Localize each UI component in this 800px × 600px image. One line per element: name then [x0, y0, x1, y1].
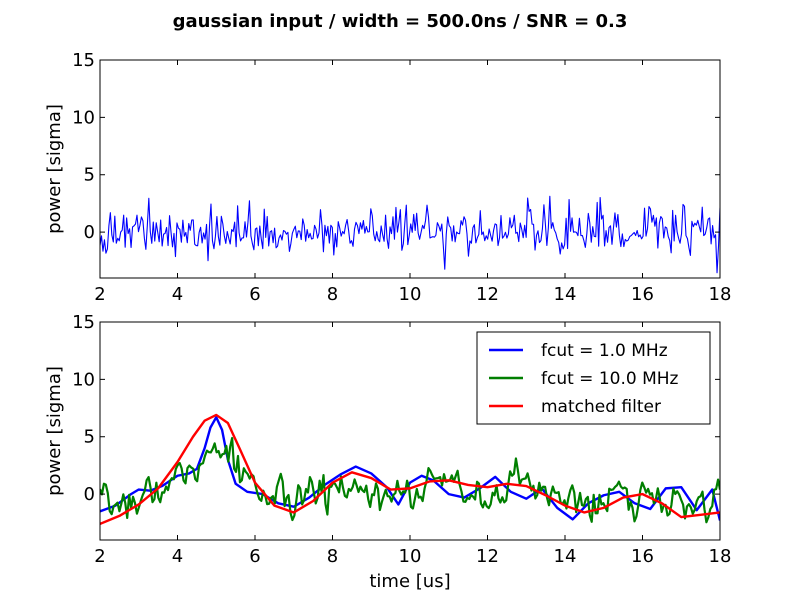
x-tick-label: 4 — [172, 546, 183, 567]
y-tick-label: 5 — [84, 427, 95, 448]
x-tick-label: 2 — [94, 546, 105, 567]
y-tick-label: 0 — [84, 222, 95, 243]
x-tick-label: 10 — [399, 546, 422, 567]
x-tick-label: 8 — [327, 546, 338, 567]
y-axis-label: power [sigma] — [44, 104, 65, 234]
x-tick-label: 8 — [327, 284, 338, 305]
x-tick-label: 18 — [709, 546, 732, 567]
y-tick-label: 15 — [72, 50, 95, 71]
plot-area — [100, 195, 720, 274]
y-axis-label: power [sigma] — [44, 366, 65, 496]
series-line-fcut-10-0-mhz — [100, 436, 720, 524]
legend-label: fcut = 1.0 MHz — [541, 341, 668, 361]
x-tick-label: 4 — [172, 284, 183, 305]
x-tick-label: 12 — [476, 284, 499, 305]
series-line-matched-filter — [100, 413, 720, 526]
x-tick-label: 10 — [399, 284, 422, 305]
figure-title: gaussian input / width = 500.0ns / SNR =… — [173, 11, 628, 32]
y-tick-label: 10 — [72, 369, 95, 390]
y-tick-label: 5 — [84, 165, 95, 186]
x-tick-label: 14 — [554, 284, 577, 305]
series-line-fcut-1-0-mhz — [100, 416, 720, 521]
y-tick-label: 15 — [72, 312, 95, 333]
y-tick-label: 10 — [72, 107, 95, 128]
axes-frame — [99, 59, 721, 279]
x-tick-label: 18 — [709, 284, 732, 305]
legend-label: matched filter — [541, 397, 661, 417]
top-plot: 2 4 6 8 10 12 14 16 18 0 5 10 15 power [sigma] — [44, 50, 731, 305]
series-line-signal — [100, 195, 720, 274]
x-tick-label: 6 — [249, 284, 260, 305]
x-tick-label: 2 — [94, 284, 105, 305]
x-tick-label: 16 — [631, 546, 654, 567]
plot-area — [100, 413, 720, 526]
x-tick-label: 12 — [476, 546, 499, 567]
x-tick-label: 16 — [631, 284, 654, 305]
x-axis-label: time [us] — [369, 571, 450, 592]
x-tick-label: 14 — [554, 546, 577, 567]
bottom-plot: 2 4 6 8 10 12 14 16 18 0 5 10 15 power [sigma] time [u… — [44, 312, 731, 592]
y-tick-label: 0 — [84, 484, 95, 505]
legend: fcut = 1.0 MHz fcut = 10.0 MHz matched fil… — [476, 331, 711, 425]
legend-label: fcut = 10.0 MHz — [541, 369, 679, 389]
x-tick-label: 6 — [249, 546, 260, 567]
